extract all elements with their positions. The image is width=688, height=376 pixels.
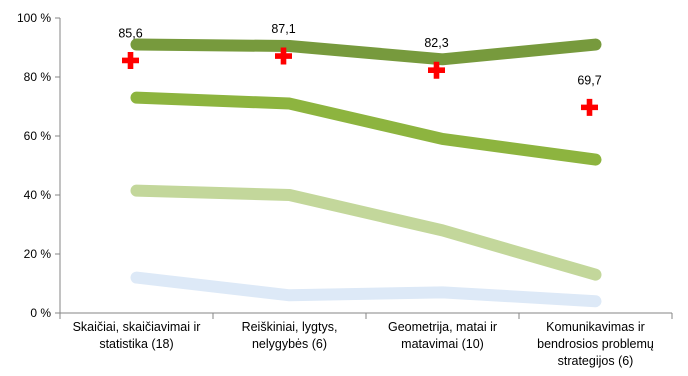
axes: 0 % 20 % 40 % 60 % 80 % 100 % Skaičiai, skaiči… [17,11,673,368]
y-tick-label: 20 % [24,247,52,261]
marker-cross [428,61,445,79]
y-tick-label: 100 % [17,11,51,25]
marker-cross [122,51,139,69]
marker-cross [275,47,292,65]
y-tick-label: 0 % [30,306,51,320]
x-category-label-line: Komunikavimas ir [546,320,645,334]
x-category-label-line: bendrosios problemų [537,337,654,351]
series-line-4 [130,271,602,308]
x-category-label-line: Geometrija, matai ir [388,320,497,334]
x-category-label: Skaičiai, skaičiavimai ir statistika (18) [73,320,201,351]
x-category-label: Reiškiniai, lygtys, nelygybės (6) [242,320,338,351]
data-label: 85,6 [118,26,142,40]
data-label: 69,7 [577,73,601,87]
x-category-label-line: Reiškiniai, lygtys, [242,320,338,334]
series-line-2 [130,91,602,166]
y-tick-label: 60 % [24,129,52,143]
x-category-label-line: Skaičiai, skaičiavimai ir [73,320,201,334]
x-category-label-line: strategijos (6) [558,354,634,368]
label-layer: 85,6 87,1 82,3 69,7 [118,22,601,87]
marker-layer [122,47,598,116]
x-category-label-line: statistika (18) [99,337,173,351]
marker-cross [581,98,598,116]
x-category-label-line: nelygybės (6) [252,337,327,351]
y-tick-label: 80 % [24,70,52,84]
y-tick-label: 40 % [24,188,52,202]
series-line-3 [130,184,602,281]
data-label: 82,3 [424,36,448,50]
series-line-1 [130,38,602,66]
x-category-label: Komunikavimas ir bendrosios problemų strat… [537,320,654,368]
x-category-label-line: matavimai (10) [401,337,484,351]
data-label: 87,1 [271,22,295,36]
x-category-label: Geometrija, matai ir matavimai (10) [388,320,497,351]
series-layer [130,38,602,308]
